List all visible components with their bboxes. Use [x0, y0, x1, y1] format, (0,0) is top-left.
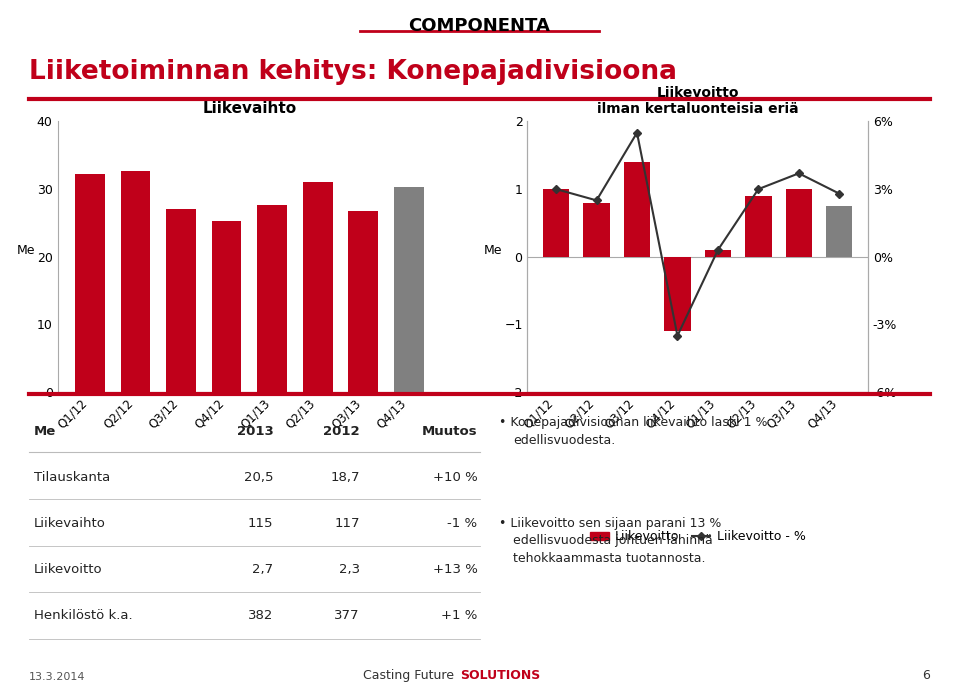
Text: tehokkaammasta tuotannosta.: tehokkaammasta tuotannosta. [513, 552, 706, 565]
Y-axis label: Me: Me [16, 244, 35, 257]
Bar [394, 187, 424, 392]
Text: 2,7: 2,7 [252, 563, 273, 576]
Text: SOLUTIONS: SOLUTIONS [460, 668, 541, 682]
Text: 13.3.2014: 13.3.2014 [29, 672, 85, 682]
Bar [705, 250, 731, 257]
Bar [826, 206, 853, 257]
Text: 2,3: 2,3 [339, 563, 360, 576]
Text: 115: 115 [247, 517, 273, 530]
Bar [348, 211, 378, 392]
Text: 6: 6 [923, 668, 930, 682]
Bar [303, 183, 333, 392]
Text: Tilauskanta: Tilauskanta [34, 471, 110, 484]
Title: Liikevoitto
ilman kertaluonteisia eriä: Liikevoitto ilman kertaluonteisia eriä [596, 86, 799, 116]
Text: Henkilöstö k.a.: Henkilöstö k.a. [34, 609, 132, 622]
Bar [121, 171, 151, 392]
Bar [583, 203, 610, 257]
Text: 117: 117 [334, 517, 360, 530]
Bar [166, 210, 196, 392]
Text: edellisvuodesta.: edellisvuodesta. [513, 434, 616, 447]
Bar [785, 189, 812, 257]
Text: • Liikevoitto sen sijaan parani 13 %: • Liikevoitto sen sijaan parani 13 % [499, 517, 721, 530]
Bar [543, 189, 570, 257]
Text: 20,5: 20,5 [244, 471, 273, 484]
Text: 2013: 2013 [237, 425, 273, 438]
Text: +13 %: +13 % [433, 563, 478, 576]
Bar [745, 196, 771, 257]
Text: 382: 382 [248, 609, 273, 622]
Text: edellisvuodesta johtuen lähinnä: edellisvuodesta johtuen lähinnä [513, 534, 713, 548]
Bar [257, 205, 287, 392]
Text: Liikevoitto: Liikevoitto [34, 563, 103, 576]
Text: +10 %: +10 % [433, 471, 478, 484]
Text: Me: Me [34, 425, 56, 438]
Text: +1 %: +1 % [441, 609, 478, 622]
Text: Liikevaihto: Liikevaihto [34, 517, 105, 530]
Text: Liiketoiminnan kehitys: Konepajadivisioona: Liiketoiminnan kehitys: Konepajadivisioo… [29, 59, 677, 85]
Title: Liikevaihto: Liikevaihto [202, 101, 296, 116]
Text: 2012: 2012 [323, 425, 360, 438]
Bar [624, 162, 650, 257]
Text: Casting Future: Casting Future [363, 668, 458, 682]
Bar [665, 257, 690, 331]
Text: -1 %: -1 % [448, 517, 478, 530]
Text: COMPONENTA: COMPONENTA [409, 17, 550, 35]
Bar [75, 174, 105, 392]
Y-axis label: Me: Me [484, 244, 503, 257]
Legend: Liikevoitto, Liikevoitto - %: Liikevoitto, Liikevoitto - % [585, 525, 810, 548]
Bar [212, 221, 242, 392]
Text: 18,7: 18,7 [330, 471, 360, 484]
Text: • Konepajadivisioonan liikevaihto laski 1 %: • Konepajadivisioonan liikevaihto laski … [499, 416, 767, 430]
Text: 377: 377 [334, 609, 360, 622]
Text: Muutos: Muutos [422, 425, 478, 438]
